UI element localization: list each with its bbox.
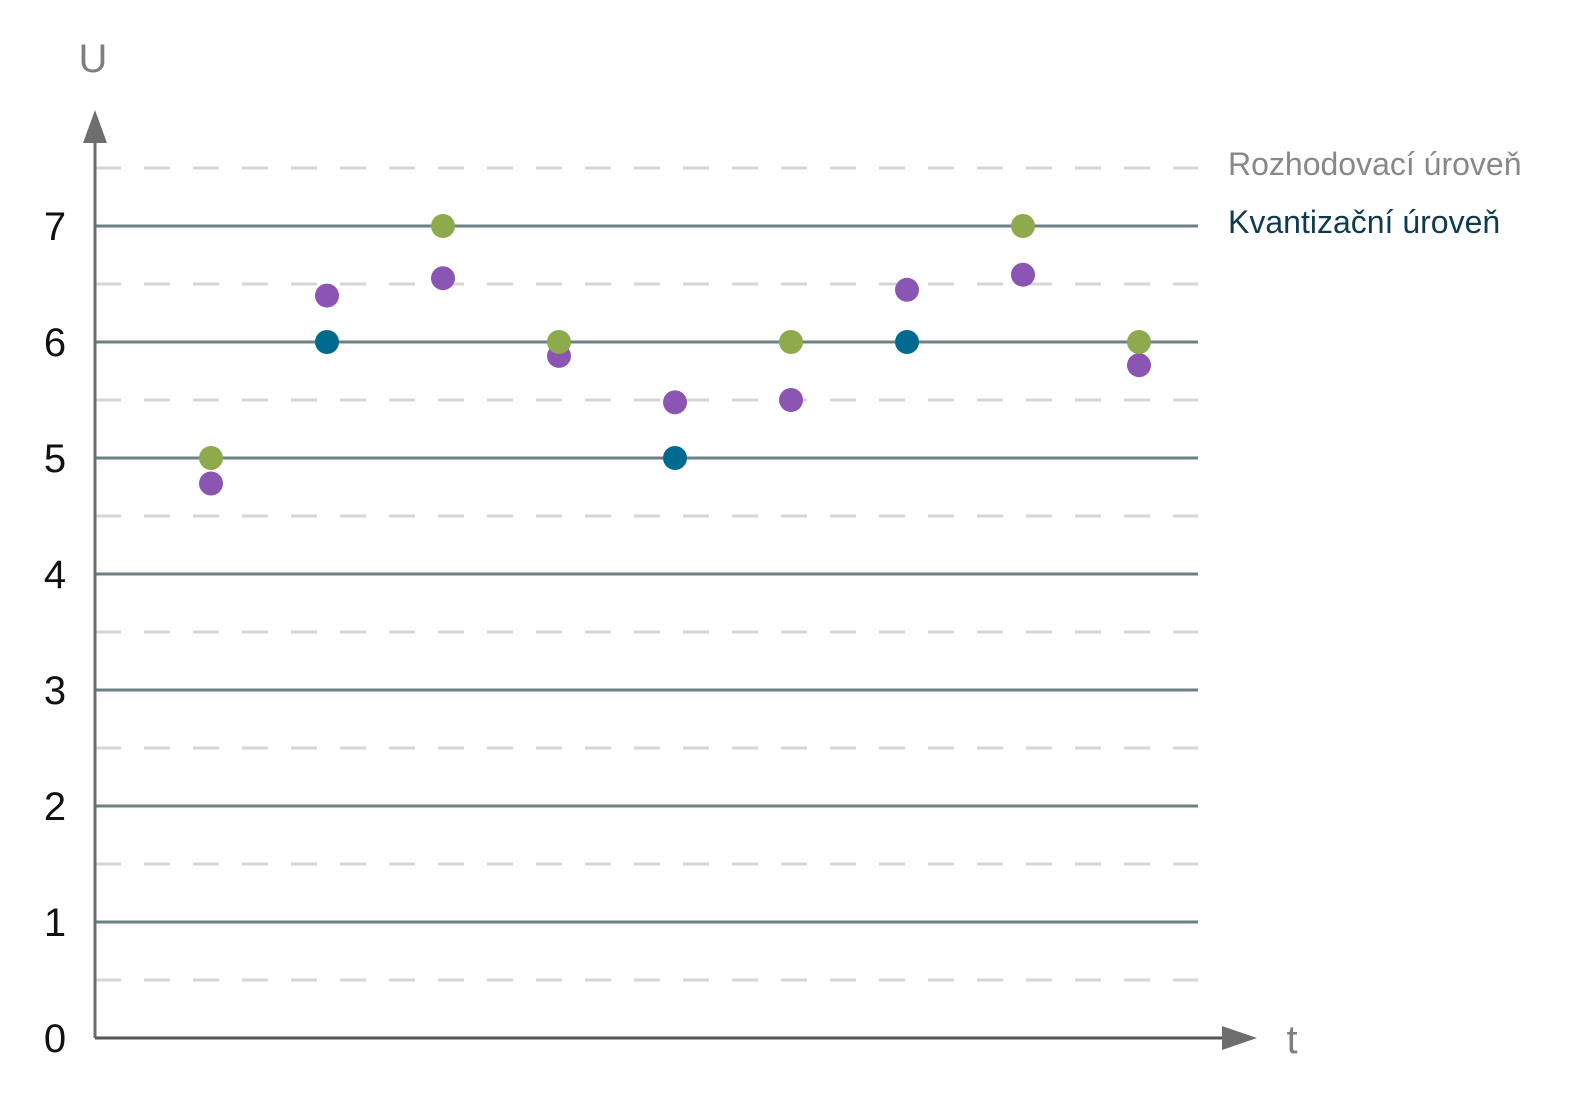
decision-level-lines: [95, 166, 1198, 982]
y-tick-label: 4: [44, 553, 66, 597]
sample-point: [199, 471, 223, 496]
legend-decision-level: Rozhodovací úroveň: [1228, 146, 1522, 182]
x-axis-arrow: [1222, 1026, 1257, 1050]
quantized-point: [663, 446, 687, 470]
sample-point: [431, 266, 455, 291]
sample-point: [779, 388, 803, 412]
y-tick-label: 5: [44, 437, 66, 481]
quantized-point: [431, 214, 455, 238]
y-axis-label: U: [79, 37, 108, 81]
sample-point: [1127, 353, 1151, 378]
quantized-point: [895, 330, 919, 354]
y-tick-label: 0: [44, 1017, 66, 1061]
sample-point: [1011, 262, 1035, 287]
y-tick-label: 2: [44, 785, 66, 829]
data-points: [199, 214, 1151, 496]
quantized-point: [315, 330, 339, 354]
sample-point: [895, 277, 919, 302]
x-axis-label: t: [1286, 1018, 1297, 1062]
sample-point: [315, 283, 339, 308]
quantized-point: [1011, 214, 1035, 238]
sample-point: [663, 390, 687, 415]
y-tick-label: 1: [44, 901, 66, 945]
quantized-point: [779, 330, 803, 354]
y-axis-arrow: [83, 110, 107, 143]
y-tick-label: 7: [44, 205, 66, 249]
axes: [83, 110, 1257, 1050]
legend-quantization-level: Kvantizační úroveň: [1228, 204, 1500, 240]
y-tick-labels: 0 1 2 3 4 5 6 7: [44, 205, 66, 1061]
y-tick-label: 6: [44, 321, 66, 365]
y-tick-label: 3: [44, 669, 66, 713]
quantized-point: [199, 446, 223, 470]
quantized-point: [1127, 330, 1151, 354]
quantized-point: [547, 330, 571, 354]
quantization-level-lines: [95, 224, 1198, 924]
